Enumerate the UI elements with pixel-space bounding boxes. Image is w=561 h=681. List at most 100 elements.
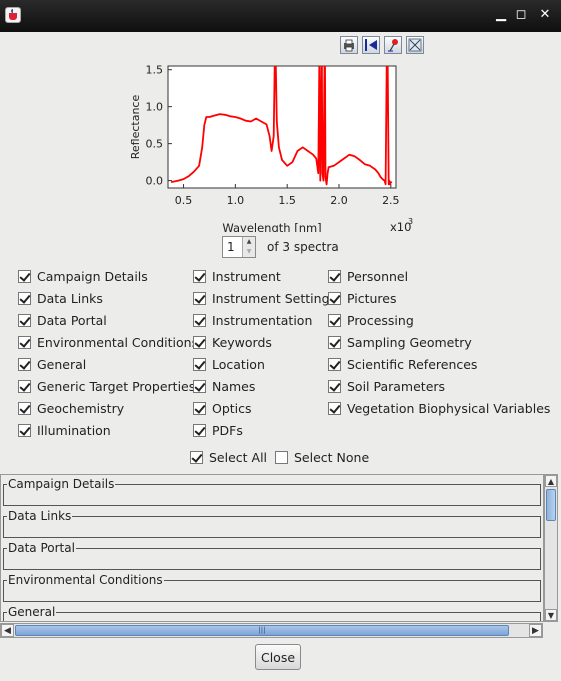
y-axis-label: Reflectance <box>129 95 142 160</box>
checkbox-box[interactable] <box>328 270 341 283</box>
checkbox-label: Location <box>212 357 265 372</box>
checkbox-box[interactable] <box>193 402 206 415</box>
scroll-right-arrow[interactable]: ▶ <box>529 624 542 637</box>
print-icon <box>344 39 354 52</box>
group-general: General <box>3 605 541 621</box>
checkbox-label: Data Portal <box>37 313 107 328</box>
java-app-icon <box>5 7 21 23</box>
checkbox-label: Geochemistry <box>37 401 125 416</box>
plot-area <box>167 65 397 189</box>
checkbox-box[interactable] <box>18 402 31 415</box>
print-button[interactable] <box>340 36 358 54</box>
checkbox-label: Names <box>212 379 256 394</box>
group-title: Data Links <box>7 509 73 523</box>
spectrum-line-0 <box>170 66 393 186</box>
checkbox-label: Generic Target Properties <box>37 379 196 394</box>
export-icon <box>365 39 377 51</box>
group-border <box>3 516 541 538</box>
scroll-down-arrow[interactable]: ▼ <box>545 609 557 621</box>
checkbox-box[interactable] <box>18 380 31 393</box>
checkbox-label: PDFs <box>212 423 243 438</box>
checkbox-box[interactable] <box>193 424 206 437</box>
checkbox-label: Personnel <box>347 269 409 284</box>
group-data-links: Data Links <box>3 509 541 538</box>
select-none-box[interactable] <box>275 451 288 464</box>
checkbox-box[interactable] <box>328 336 341 349</box>
checkbox-box[interactable] <box>328 380 341 393</box>
checkbox-label: Soil Parameters <box>347 379 446 394</box>
x-axis-label: Wavelength [nm] <box>222 221 321 232</box>
group-border <box>3 580 541 602</box>
group-title: Data Portal <box>7 541 76 555</box>
spectrum-spinner[interactable]: 1 ▲ ▼ <box>222 236 256 258</box>
checkbox-box[interactable] <box>18 292 31 305</box>
checkbox-box[interactable] <box>193 358 206 371</box>
pin-button[interactable] <box>384 36 402 54</box>
checkbox-box[interactable] <box>328 402 341 415</box>
select-none-label: Select None <box>294 450 370 465</box>
horizontal-scrollbar[interactable]: ◀ ||| ▶ <box>0 623 543 638</box>
y-tick-label: 1.5 <box>146 64 164 77</box>
x-tick-label: 1.5 <box>278 194 296 207</box>
checkbox-label: Campaign Details <box>37 269 148 284</box>
x-tick-label: 1.0 <box>227 194 245 207</box>
scroll-left-arrow[interactable]: ◀ <box>1 624 14 637</box>
x-multiplier-exponent: 3 <box>408 217 413 226</box>
checkbox-label: Data Links <box>37 291 103 306</box>
checkbox-label: Scientific References <box>347 357 478 372</box>
group-title: Environmental Conditions <box>7 573 164 587</box>
checkbox-label: General <box>37 357 87 372</box>
group-data-portal: Data Portal <box>3 541 541 570</box>
group-title: Campaign Details <box>7 477 116 491</box>
spectrum-index[interactable]: 1 <box>227 240 235 254</box>
vertical-scrollbar[interactable]: ▲ ▼ <box>544 474 558 622</box>
checkbox-label: Illumination <box>37 423 111 438</box>
scroll-up-arrow[interactable]: ▲ <box>545 475 557 487</box>
select-all-box[interactable] <box>190 451 203 464</box>
checkbox-box[interactable] <box>193 270 206 283</box>
close-button[interactable]: Close <box>255 644 301 670</box>
x-multiplier-label: x10 <box>390 220 411 232</box>
group-border <box>3 484 541 506</box>
select-all-label: Select All <box>209 450 268 465</box>
checkbox-box[interactable] <box>18 424 31 437</box>
checkbox-label: Vegetation Biophysical Variables <box>347 401 551 416</box>
minimize-button[interactable]: ▁ <box>496 7 506 22</box>
checkbox-box[interactable] <box>193 314 206 327</box>
spectrum-pager: 1 ▲ ▼ of 3 spectra <box>222 236 362 260</box>
checkbox-box[interactable] <box>18 358 31 371</box>
checkbox-box[interactable] <box>193 336 206 349</box>
fit-button[interactable] <box>406 36 424 54</box>
group-title: General <box>7 605 57 619</box>
close-window-button[interactable]: ✕ <box>539 7 551 22</box>
checkbox-label: Instrument Settings <box>212 291 337 306</box>
checkbox-box[interactable] <box>193 292 206 305</box>
checkbox-label: Environmental Conditions <box>37 335 199 350</box>
x-tick-label: 2.5 <box>382 194 400 207</box>
vertical-scroll-thumb[interactable] <box>546 489 556 521</box>
export-button[interactable] <box>362 36 380 54</box>
checkbox-label: Sampling Geometry <box>347 335 472 350</box>
y-tick-label: 0.0 <box>146 175 164 188</box>
maximize-button[interactable]: ◻ <box>515 7 527 22</box>
checkbox-label: Processing <box>347 313 414 328</box>
spectra-count-label: of 3 spectra <box>267 240 339 254</box>
x-tick-label: 2.0 <box>330 194 348 207</box>
checkbox-box[interactable] <box>328 314 341 327</box>
checkbox-box[interactable] <box>18 270 31 283</box>
checkbox-box[interactable] <box>18 314 31 327</box>
title-bar: ▁ ◻ ✕ <box>0 0 561 32</box>
checkbox-box[interactable] <box>328 358 341 371</box>
horizontal-scroll-thumb[interactable]: ||| <box>15 625 509 636</box>
checkbox-box[interactable] <box>328 292 341 305</box>
checkbox-box[interactable] <box>18 336 31 349</box>
checkbox-box[interactable] <box>193 380 206 393</box>
y-tick-label: 0.5 <box>146 138 164 151</box>
y-tick-label: 1.0 <box>146 101 164 114</box>
group-border <box>3 548 541 570</box>
group-environmental-conditions: Environmental Conditions <box>3 573 541 602</box>
fit-icon <box>408 38 422 52</box>
spinner-down-button[interactable]: ▼ <box>242 247 255 257</box>
checkbox-label: Optics <box>212 401 252 416</box>
